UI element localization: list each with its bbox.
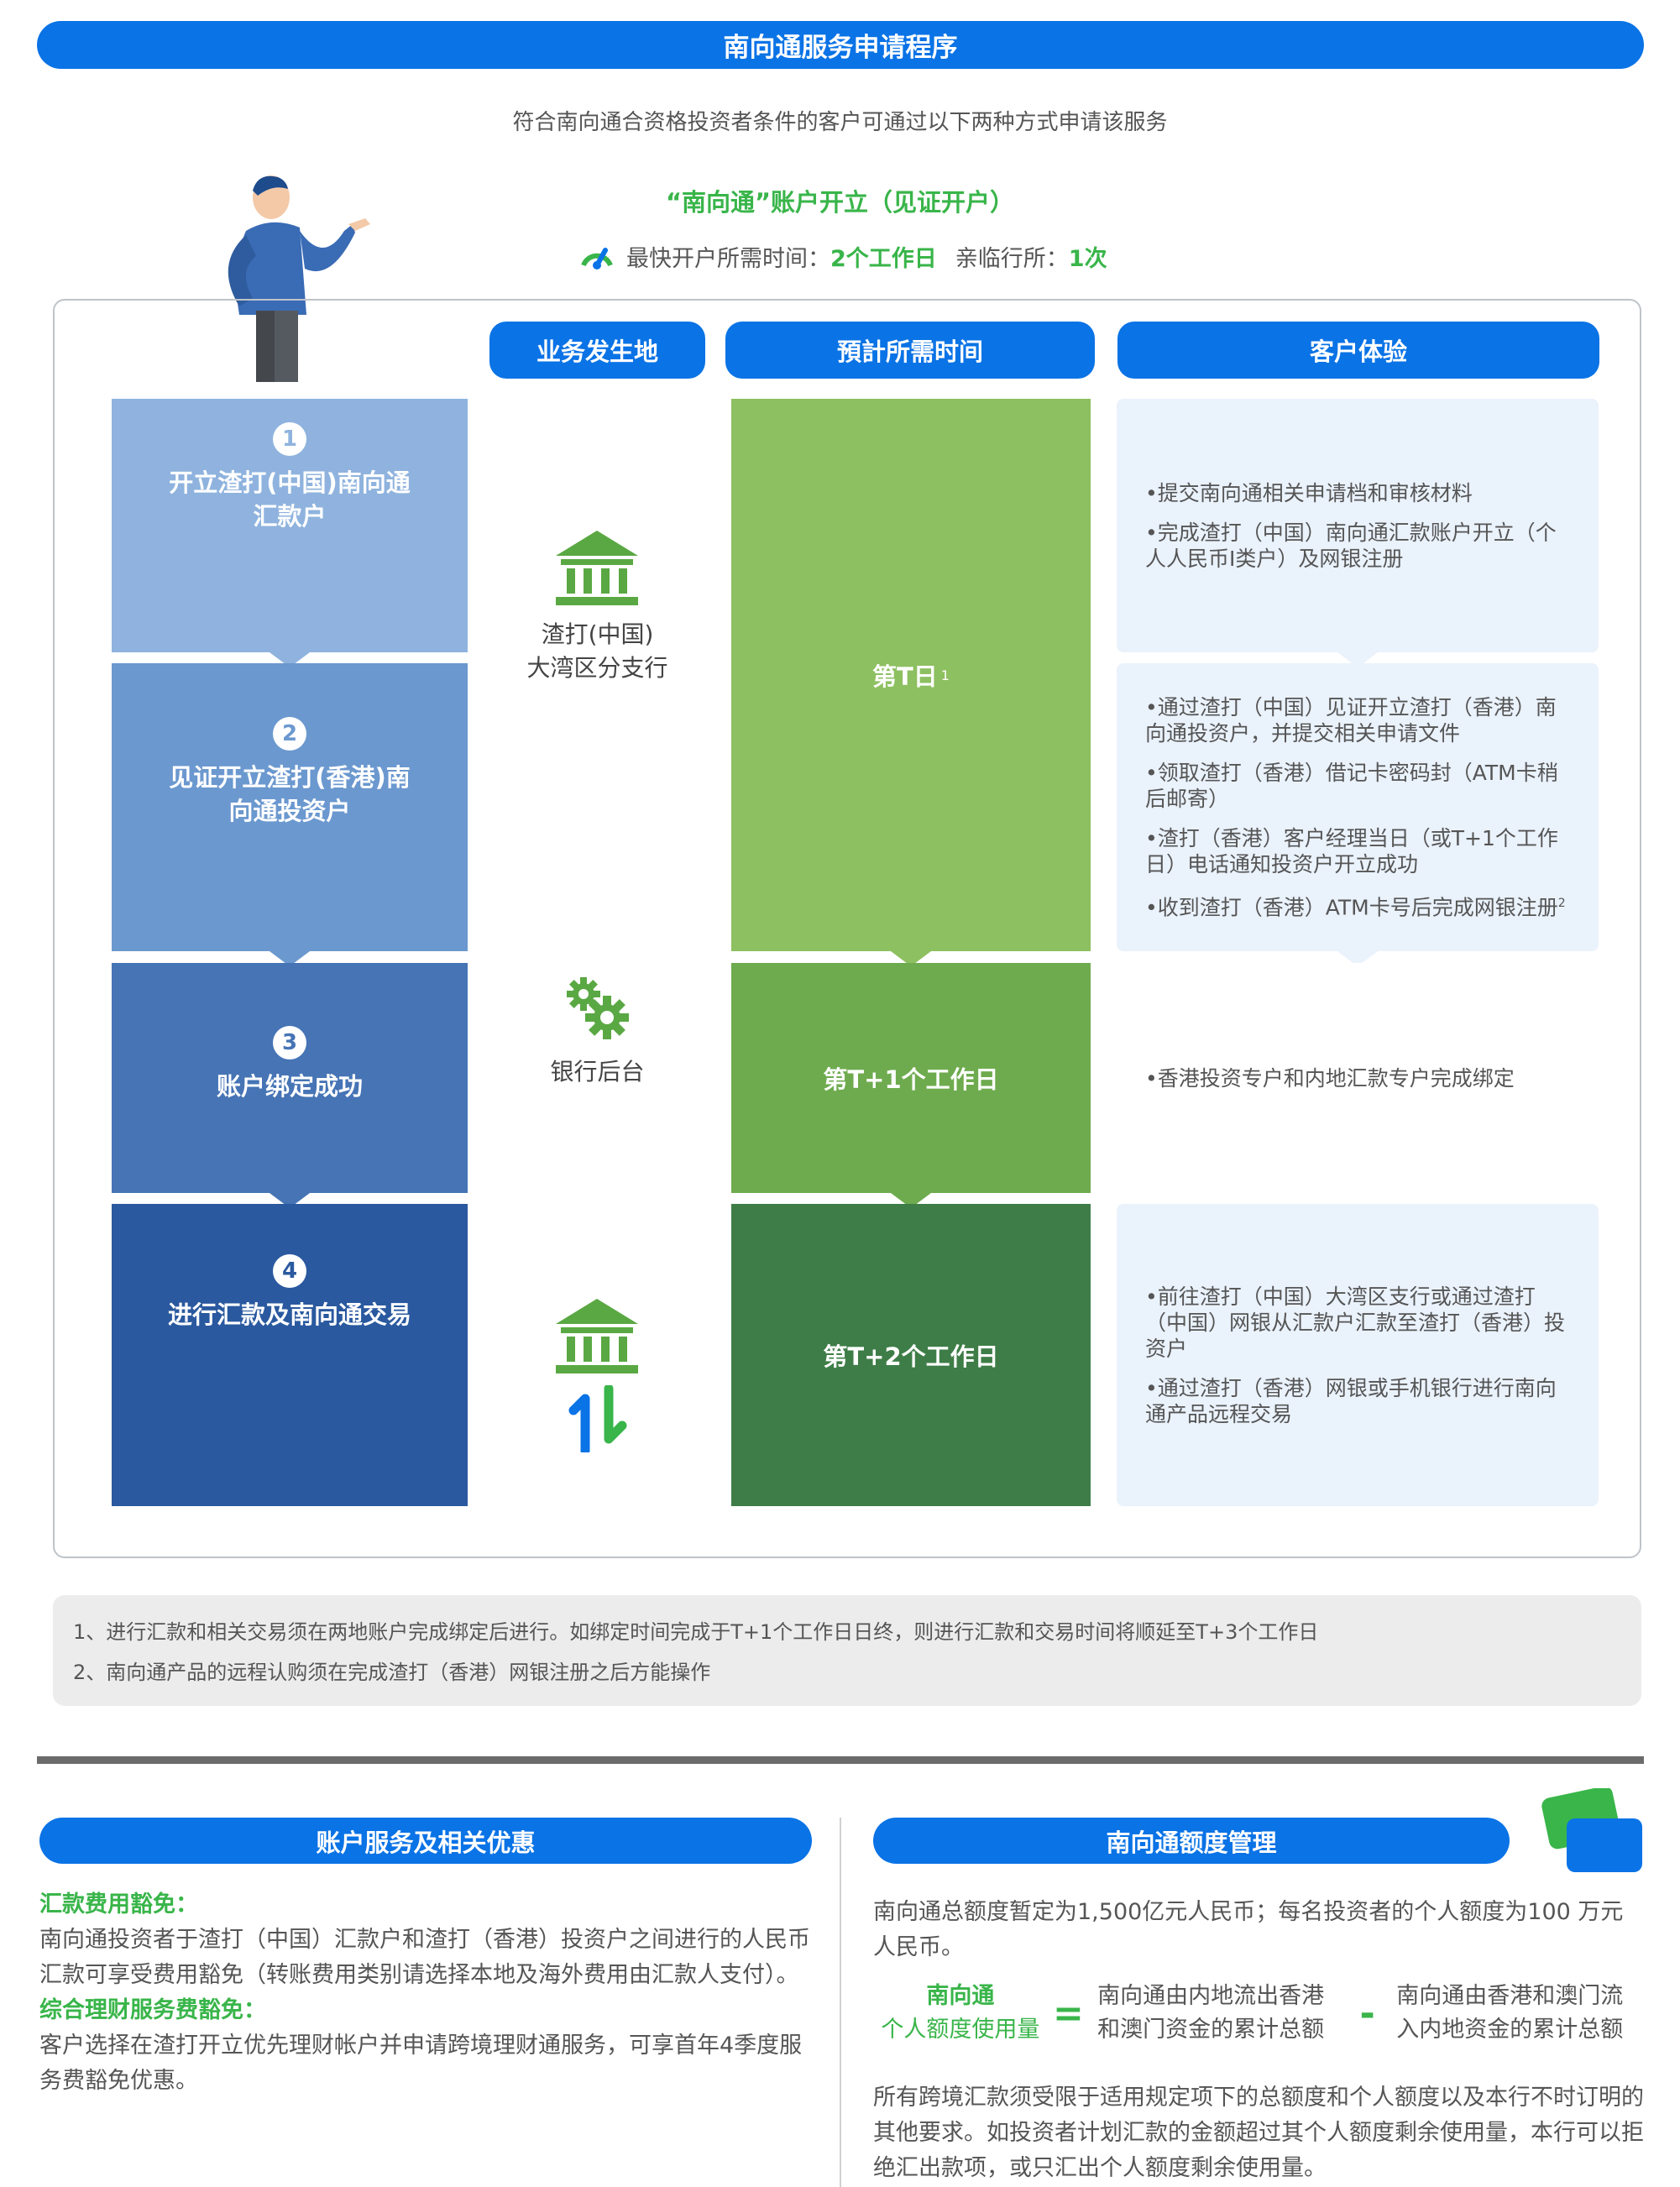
step-label: 进行汇款及南向通交易 [167,1300,411,1329]
time-day-t1: 第T+1个工作日 [731,963,1091,1208]
experience-box-1: •提交南向通相关申请档和审核材料 •完成渣打（中国）南向通汇款账户开立（个人人民… [1117,399,1599,667]
time-day-t: 第T日 1 [731,399,1091,966]
experience-item: •通过渣打（香港）网银或手机银行进行南向通产品远程交易 [1145,1375,1557,1426]
experience-item: •完成渣打（中国）南向通汇款账户开立（个人人民币I类户）及网银注册 [1145,520,1557,571]
quota-intro: 南向通总额度暂定为1,500亿元人民币；每名投资者的个人额度为100 万元人民币… [873,1899,1624,1960]
formula-equals: = [1052,1991,1084,2035]
experience-box-4: •前往渣打（中国）大湾区支行或通过渣打（中国）网银从汇款户汇款至渣打（香港）投资… [1117,1204,1599,1506]
formula-left-1: 南向通 [926,1983,995,2009]
footnotes-box: 1、进行汇款和相关交易须在两地账户完成绑定后进行。如绑定时间完成于T+1个工作日… [53,1595,1641,1706]
account-opening-title: “南向通”账户开立（见证开户） [665,188,1015,217]
visit-value: 1次 [1068,245,1107,272]
person-illustration [228,175,370,382]
process-box [53,299,1641,1558]
step-2-card: 2 见证开立渣打(香港)南向通投资户 [112,663,468,966]
experience-item: •香港投资专户和内地汇款专户完成绑定 [1145,1065,1515,1091]
remittance-fee-text: 南向通投资者于渣打（中国）汇款户和渣打（香港）投资户之间进行的人民币汇款可享受费… [39,1927,810,1988]
step-4-card: 4 进行汇款及南向通交易 [112,1204,468,1506]
step-1-card: 1 开立渣打(中国)南向通汇款户 [112,399,468,667]
cards-icon [1541,1788,1642,1872]
procedure-title-banner: 南向通服务申请程序 [37,21,1644,69]
step-number: 4 [273,1254,306,1288]
experience-box-2: •通过渣打（中国）见证开立渣打（香港）南向通投资户，并提交相关申请文件 •领取渣… [1117,663,1599,966]
gears-icon [567,977,629,1039]
footnote-2: 2、南向通产品的远程认购须在完成渣打（香港）网银注册之后方能操作 [73,1661,711,1684]
section-divider [37,1756,1644,1764]
experience-item: •通过渣打（中国）见证开立渣打（香港）南向通投资户，并提交相关申请文件 [1145,694,1557,746]
location-backoffice: 银行后台 [550,1058,645,1086]
step-number: 2 [273,717,306,751]
remittance-fee-heading: 汇款费用豁免： [39,1891,198,1918]
step-number: 1 [273,422,306,456]
time-t-footnote: 1 [940,667,950,683]
experience-item: •渣打（香港）客户经理当日（或T+1个工作日）电话通知投资户开立成功 [1145,825,1558,876]
column-header-time: 預計所需时间 [725,322,1095,379]
procedure-title: 南向通服务申请程序 [723,33,958,63]
step-label: 账户绑定成功 [216,1072,363,1101]
formula-left-2: 个人额度使用量 [881,2017,1040,2043]
step-label: 开立渣打(中国)南向通汇款户 [169,468,411,531]
transfer-arrows-icon [568,1385,627,1452]
quota-formula: 南向通 个人额度使用量 = 南向通由内地流出香港和澳门资金的累计总额 - 南向通… [873,1980,1646,2047]
time-day-t2: 第T+2个工作日 [731,1204,1091,1506]
formula-outflow: 南向通由内地流出香港和澳门资金的累计总额 [1097,1983,1325,2043]
time-t-label: 第T日 [872,662,938,691]
fastest-time-row: 最快开户所需时间： 2个工作日 亲临行所： 1次 [579,239,1107,273]
procedure-subtitle: 符合南向通合资格投资者条件的客户可通过以下两种方式申请该服务 [512,110,1168,135]
quota-management-banner: 南向通额度管理 [873,1818,1510,1864]
footnote-1: 1、进行汇款和相关交易须在两地账户完成绑定后进行。如绑定时间完成于T+1个工作日… [73,1620,1319,1644]
quota-restrictions: 所有跨境汇款须受限于适用规定项下的总额度和个人额度以及本行不时订明的其他要求。如… [873,2085,1644,2181]
experience-item: •前往渣打（中国）大湾区支行或通过渣打（中国）网银从汇款户汇款至渣打（香港）投资… [1145,1284,1566,1361]
bank-icon [556,531,638,605]
account-services-content: 汇款费用豁免： 南向通投资者于渣打（中国）汇款户和渣打（香港）投资户之间进行的人… [39,1887,820,2099]
column-header-location: 业务发生地 [489,322,705,379]
account-services-banner: 账户服务及相关优惠 [39,1818,812,1864]
bank-icon-2 [556,1299,638,1373]
wealth-fee-text: 客户选择在渣打开立优先理财帐户并申请跨境理财通服务，可享首年4季度服务费豁免优惠… [39,2033,803,2094]
speedometer-icon [581,248,613,269]
formula-minus: - [1359,1991,1375,2035]
experience-item: •领取渣打（香港）借记卡密码封（ATM卡稍后邮寄） [1145,760,1558,811]
location-branch: 渣打(中国) 大湾区分支行 [526,620,668,682]
step-3-card: 3 账户绑定成功 [112,963,468,1208]
experience-item-with-footnote: •收到渣打（香港）ATM卡号后完成网银注册2 [1145,895,1566,920]
fastest-label: 最快开户所需时间： [626,245,830,272]
visit-label: 亲临行所： [955,245,1069,272]
experience-item: •提交南向通相关申请档和审核材料 [1145,480,1473,505]
column-header-experience: 客户体验 [1117,322,1599,379]
wealth-fee-heading: 综合理财服务费豁免： [39,1997,266,2023]
fastest-value: 2个工作日 [830,245,937,272]
vertical-divider [840,1818,841,2187]
formula-inflow: 南向通由香港和澳门流入内地资金的累计总额 [1396,1983,1624,2043]
experience-box-3: •香港投资专户和内地汇款专户完成绑定 [1117,963,1599,1193]
step-number: 3 [273,1026,306,1059]
step-label: 见证开立渣打(香港)南向通投资户 [169,763,411,825]
